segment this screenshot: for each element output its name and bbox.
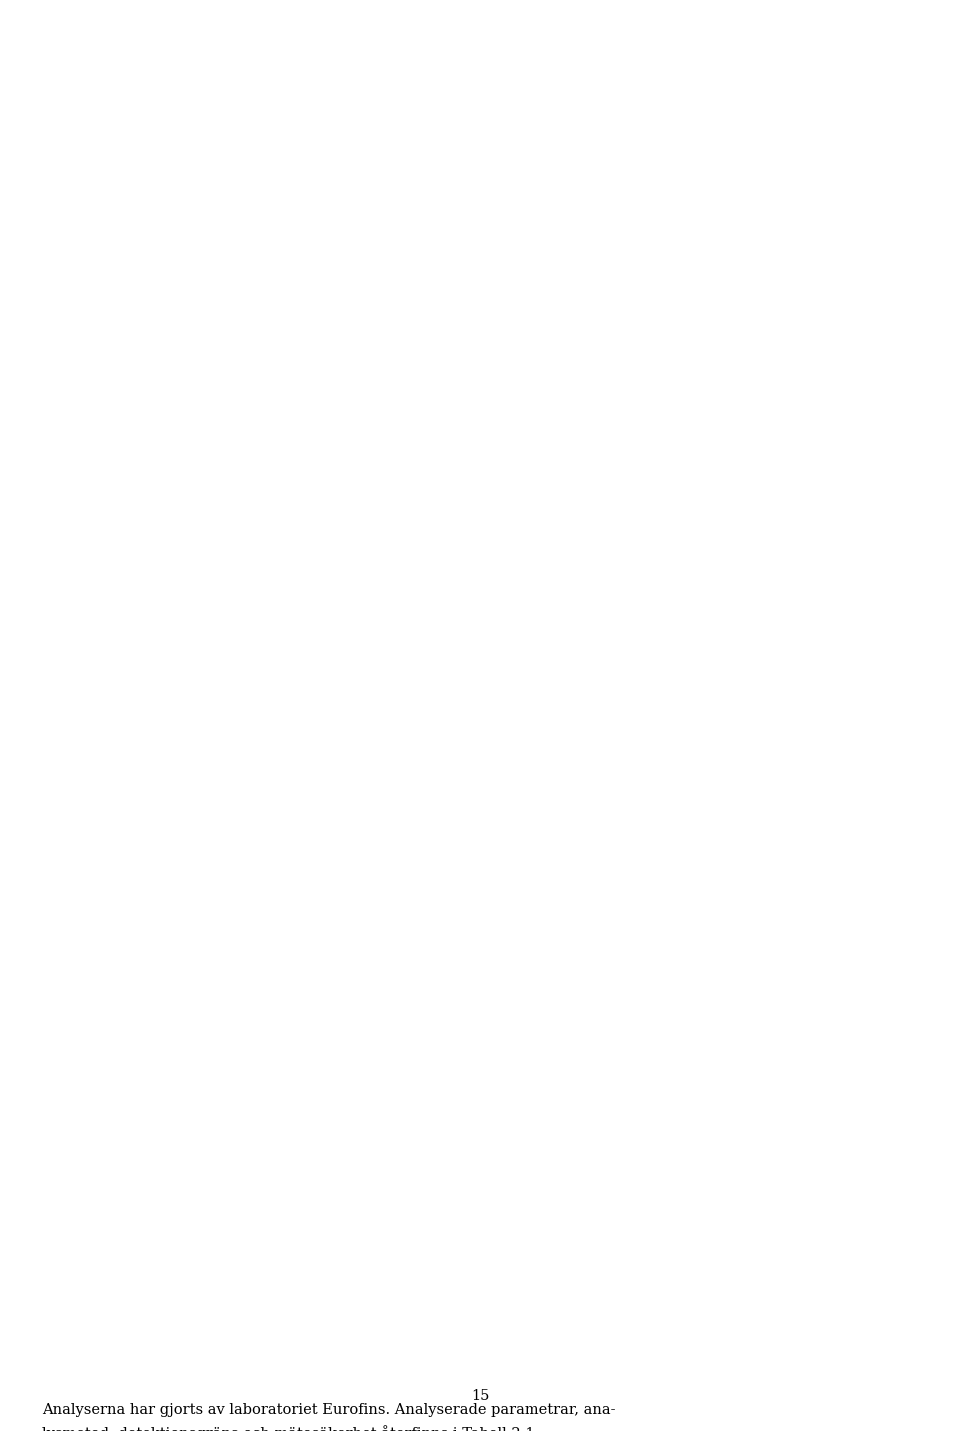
Text: Analyserna har gjorts av laboratoriet Eurofins. Analyserade parametrar, ana-: Analyserna har gjorts av laboratoriet Eu… — [42, 1402, 615, 1417]
Text: lysmetod, detektionsgräns och mätosäkerhet återfinns i Tabell 2-1.: lysmetod, detektionsgräns och mätosäkerh… — [42, 1425, 540, 1431]
Text: 15: 15 — [470, 1390, 490, 1402]
